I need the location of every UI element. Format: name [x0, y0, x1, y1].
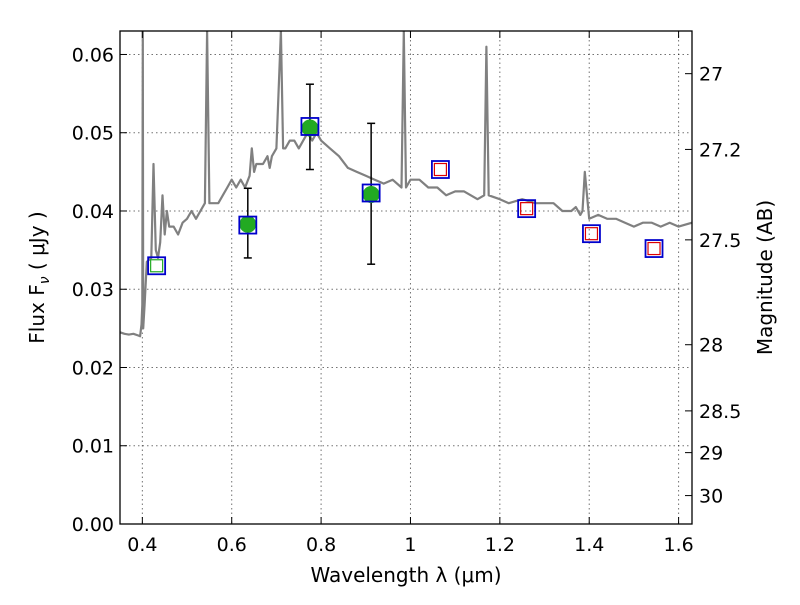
- axis-ticks: 0.4 0.6 0.8 1 1.2 1.4 1.6 0.00 0.01 0.02 0.03 0.04 0…: [72, 31, 741, 556]
- model-band-square: [147, 256, 167, 276]
- plot-frame: [119, 30, 693, 525]
- model-band-square: [361, 183, 381, 203]
- predicted-band-square: [647, 241, 661, 256]
- predicted-band-square: [520, 202, 534, 216]
- y2-tick-label: 28.5: [699, 401, 741, 423]
- photometry-point: [239, 215, 257, 233]
- x-tick-label: 1.2: [485, 534, 515, 556]
- y2-tick-label: 27: [699, 64, 723, 86]
- x-tick-label: 0.8: [306, 534, 336, 556]
- x-tick-label: 0.6: [217, 534, 247, 556]
- photometry-point: [362, 186, 380, 204]
- y-axis-label-main: Flux F: [25, 284, 49, 343]
- model-band-square: [300, 117, 320, 136]
- plot-content: [120, 31, 692, 338]
- model-band-square: [517, 199, 537, 219]
- y2-tick-label: 27.5: [699, 230, 741, 252]
- plot-area: [120, 31, 692, 338]
- y2-tick-label: 29: [699, 443, 723, 465]
- y-tick-label: 0.01: [72, 436, 114, 458]
- y-tick-label: 0.03: [72, 279, 114, 301]
- model-band-square: [431, 160, 450, 179]
- predicted-band-square: [150, 259, 164, 273]
- x-axis-label: Wavelength λ (μm): [310, 563, 501, 587]
- y2-tick-label: 28: [699, 335, 723, 357]
- predicted-band-square: [584, 227, 599, 241]
- y-axis-label-sub: ν: [37, 276, 53, 284]
- y-tick-label: 0.02: [72, 357, 114, 379]
- y2-tick-label: 27.2: [699, 139, 741, 161]
- y-tick-label: 0.04: [72, 201, 114, 223]
- model-band-square: [582, 224, 601, 244]
- grid-lines: [120, 31, 692, 525]
- y-tick-label: 0.06: [72, 44, 114, 66]
- y-axis-label-unit: ( μJy ): [25, 211, 49, 276]
- photometry-point: [301, 119, 319, 137]
- x-tick-label: 1.6: [663, 534, 693, 556]
- predicted-band-square: [433, 162, 448, 177]
- x-tick-label: 0.4: [127, 534, 157, 556]
- x-tick-label: 1: [404, 534, 416, 556]
- y-axis-label: Flux Fν ( μJy ): [25, 211, 53, 343]
- x-tick-label: 1.4: [574, 534, 604, 556]
- y2-tick-label: 30: [699, 486, 723, 508]
- y-tick-label: 0.00: [72, 514, 114, 536]
- model-spectrum-line: [120, 31, 692, 338]
- y2-axis-label: Magnitude (AB): [753, 200, 777, 355]
- model-band-square: [644, 239, 664, 258]
- model-band-square: [238, 215, 258, 235]
- y-tick-label: 0.05: [72, 123, 114, 145]
